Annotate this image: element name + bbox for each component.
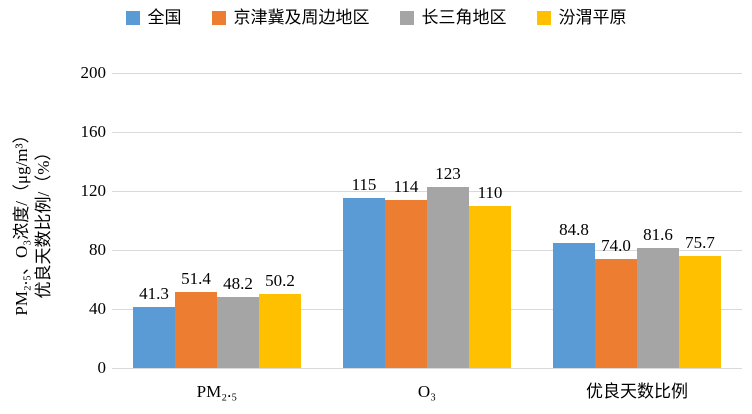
bar-京津冀及周边地区-优良天数比例	[595, 258, 637, 368]
plot-area: 41.3 51.4 48.2 50.2 115 114 123 110 84.8 74.0 81.6…	[112, 72, 742, 369]
legend-swatch-icon	[211, 11, 226, 25]
legend-label: 京津冀及周边地区	[233, 8, 370, 27]
value-label: 74.0	[601, 235, 631, 255]
value-label: 41.3	[139, 284, 169, 304]
bar-汾渭平原-PM₂.₅	[259, 293, 301, 368]
gridline-200	[112, 72, 742, 74]
x-category-label-2: 优良天数比例	[586, 382, 688, 401]
value-label: 123	[435, 163, 461, 183]
y-tick-label-0: 0	[97, 358, 107, 377]
bar-全国-O₃	[343, 198, 385, 368]
bar-长三角地区-O₃	[427, 186, 469, 368]
x-category-label-0: PM₂.₅	[196, 382, 238, 401]
y-tick-label-40: 40	[89, 299, 106, 318]
legend-item-1: 京津冀及周边地区	[211, 7, 370, 29]
legend-label: 长三角地区	[421, 8, 507, 27]
gridline-0	[112, 367, 742, 369]
y-tick-label-200: 200	[80, 63, 107, 82]
y-tick-label-120: 120	[80, 181, 107, 200]
bar-汾渭平原-优良天数比例	[679, 256, 721, 368]
value-label: 115	[351, 175, 377, 195]
y-axis-title-line2: 优良天数比例/（%）	[34, 143, 53, 299]
value-label: 84.8	[559, 219, 589, 239]
legend-label: 汾渭平原	[558, 8, 627, 27]
gridline-160	[112, 131, 742, 133]
legend-swatch-icon	[399, 11, 414, 25]
bar-全国-PM₂.₅	[133, 307, 175, 368]
x-category-label-1: O₃	[417, 382, 437, 401]
bar-长三角地区-PM₂.₅	[217, 296, 259, 368]
legend-item-2: 长三角地区	[399, 7, 507, 29]
legend-item-0: 全国	[125, 7, 182, 29]
value-label: 114	[393, 176, 419, 196]
legend-swatch-icon	[125, 11, 140, 25]
y-tick-label-80: 80	[89, 240, 106, 259]
value-label: 110	[477, 182, 503, 202]
bar-长三角地区-优良天数比例	[637, 247, 679, 368]
legend-label: 全国	[147, 8, 182, 27]
chart-legend: 全国 京津冀及周边地区 长三角地区 汾渭平原	[0, 7, 752, 29]
value-label: 51.4	[181, 269, 211, 289]
y-axis-title: PM₂.₅、O₃浓度/（μg/m³） 优良天数比例/（%）	[11, 55, 55, 387]
y-tick-label-160: 160	[80, 122, 107, 141]
bar-全国-优良天数比例	[553, 242, 595, 368]
value-label: 81.6	[643, 224, 673, 244]
value-label: 75.7	[685, 233, 715, 253]
bar-京津冀及周边地区-PM₂.₅	[175, 292, 217, 368]
legend-swatch-icon	[536, 11, 551, 25]
value-label: 50.2	[265, 270, 295, 290]
value-label: 48.2	[223, 273, 253, 293]
bar-京津冀及周边地区-O₃	[385, 199, 427, 368]
y-axis-title-line1: PM₂.₅、O₃浓度/（μg/m³）	[12, 126, 31, 316]
legend-item-3: 汾渭平原	[536, 7, 627, 29]
bar-汾渭平原-O₃	[469, 205, 511, 368]
